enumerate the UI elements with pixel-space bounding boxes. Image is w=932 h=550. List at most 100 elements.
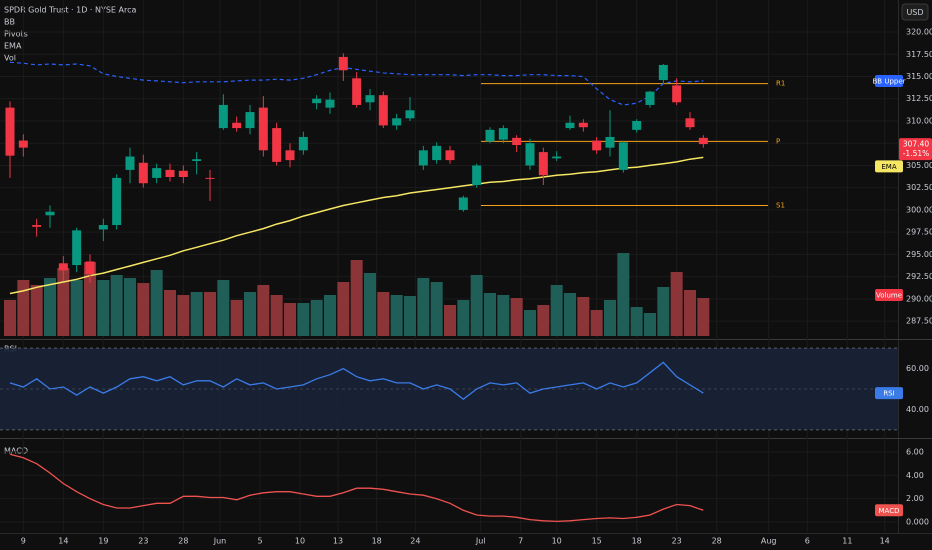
candle-body xyxy=(552,156,562,159)
x-tick-label: Aug xyxy=(761,537,777,546)
candle-body xyxy=(165,169,175,178)
x-tick-label: 6 xyxy=(805,537,810,546)
volume-bar xyxy=(190,292,203,336)
x-tick-label: 14 xyxy=(58,537,68,546)
macd-badge: MACD xyxy=(875,504,903,517)
x-tick-label: 11 xyxy=(842,537,852,546)
candle-body xyxy=(645,91,655,105)
volume-bar xyxy=(377,292,390,336)
candle-body xyxy=(445,150,455,161)
x-tick-label: 28 xyxy=(178,537,188,546)
candle-body xyxy=(192,159,202,161)
candle-body xyxy=(658,64,668,81)
volume-badge-label: Volume xyxy=(876,292,902,300)
indicator-label[interactable]: Pivots xyxy=(4,30,28,39)
volume-bar xyxy=(110,275,123,336)
volume-bar xyxy=(564,293,576,336)
last-price-badge-bg xyxy=(899,138,932,161)
pivot-label: R1 xyxy=(776,80,785,88)
x-tick-label: 9 xyxy=(21,537,26,546)
candle-body xyxy=(698,137,708,145)
candle-body xyxy=(245,112,255,129)
symbol-title: SPDR Gold Trust · 1D · NYSE Arca xyxy=(4,6,137,15)
volume-badge: Volume xyxy=(875,289,903,301)
volume-bar xyxy=(617,253,630,336)
volume-bar xyxy=(670,272,683,336)
pivot-label: P xyxy=(776,137,780,145)
x-tick-label: 23 xyxy=(672,537,682,546)
volume-bar xyxy=(470,275,483,336)
volume-bar xyxy=(657,287,670,336)
rsi-badge-bg xyxy=(875,387,903,400)
candle-body xyxy=(672,85,682,103)
x-tick-label: 19 xyxy=(98,537,108,546)
x-tick-label: 28 xyxy=(712,537,722,546)
volume-bar xyxy=(124,278,136,336)
volume-bar xyxy=(484,293,496,336)
candle-body xyxy=(618,142,628,170)
candle-body xyxy=(205,177,215,179)
volume-bar xyxy=(537,305,550,336)
volume-bar xyxy=(364,273,376,336)
candle-body xyxy=(578,122,588,128)
candle-body xyxy=(512,137,522,145)
currency-button[interactable] xyxy=(901,3,929,21)
volume-bar xyxy=(457,300,470,336)
volume-bar xyxy=(550,285,563,336)
currency-label[interactable]: USD xyxy=(906,8,923,17)
x-tick-label: 10 xyxy=(295,537,305,546)
y-tick-label: 290.00 xyxy=(906,294,932,303)
candle-body xyxy=(218,104,228,129)
pane-label[interactable]: MACD xyxy=(4,447,28,456)
indicator-label[interactable]: BB xyxy=(4,18,15,27)
bb-upper-line xyxy=(9,61,704,106)
volume-bar xyxy=(684,290,696,336)
pivot-label: S1 xyxy=(776,201,785,209)
candle-body xyxy=(98,225,108,230)
volume-bar xyxy=(150,270,163,336)
volume-bar xyxy=(270,295,283,336)
candle-body xyxy=(525,143,535,166)
volume-bar xyxy=(577,297,590,336)
volume-bar xyxy=(177,295,190,336)
volume-bar xyxy=(390,295,403,336)
y-tick-label: 320.00 xyxy=(906,28,932,37)
volume-bar xyxy=(644,313,656,336)
volume-bar xyxy=(137,283,150,336)
ema-line xyxy=(9,156,704,295)
bb-upper-badge: BB Upper xyxy=(872,74,906,87)
volume-bar xyxy=(590,310,603,336)
volume-bar xyxy=(284,303,296,336)
candle-body xyxy=(325,99,335,108)
candle-body xyxy=(485,129,495,142)
candle-body xyxy=(418,150,428,166)
x-tick-label: 23 xyxy=(138,537,148,546)
indicator-label[interactable]: Vol xyxy=(4,54,16,63)
x-tick-label: 7 xyxy=(518,537,523,546)
y-tick-label: 40.00 xyxy=(906,405,929,414)
volume-bar xyxy=(297,303,310,336)
volume-bar xyxy=(350,260,363,336)
x-tick-label: 18 xyxy=(632,537,642,546)
volume-bar xyxy=(44,278,56,336)
y-tick-label: 312.50 xyxy=(906,94,932,103)
indicator-label[interactable]: EMA xyxy=(4,42,22,51)
volume-badge-bg xyxy=(875,289,903,301)
candle-body xyxy=(378,95,388,126)
candle-body xyxy=(85,261,95,274)
volume-bar xyxy=(70,280,83,336)
candle-body xyxy=(45,211,55,216)
candle-body xyxy=(58,263,68,271)
volume-bar xyxy=(204,292,216,336)
y-tick-label: 2.00 xyxy=(906,494,924,503)
candle-body xyxy=(565,122,575,129)
ema-badge: EMA xyxy=(875,160,903,173)
x-tick-label: Jul xyxy=(475,537,486,546)
candle-body xyxy=(392,118,402,126)
volume-bar xyxy=(257,285,270,336)
volume-bar xyxy=(230,300,243,336)
y-tick-label: 315.00 xyxy=(906,72,932,81)
candle-body xyxy=(592,140,602,151)
volume-bar xyxy=(97,280,110,336)
